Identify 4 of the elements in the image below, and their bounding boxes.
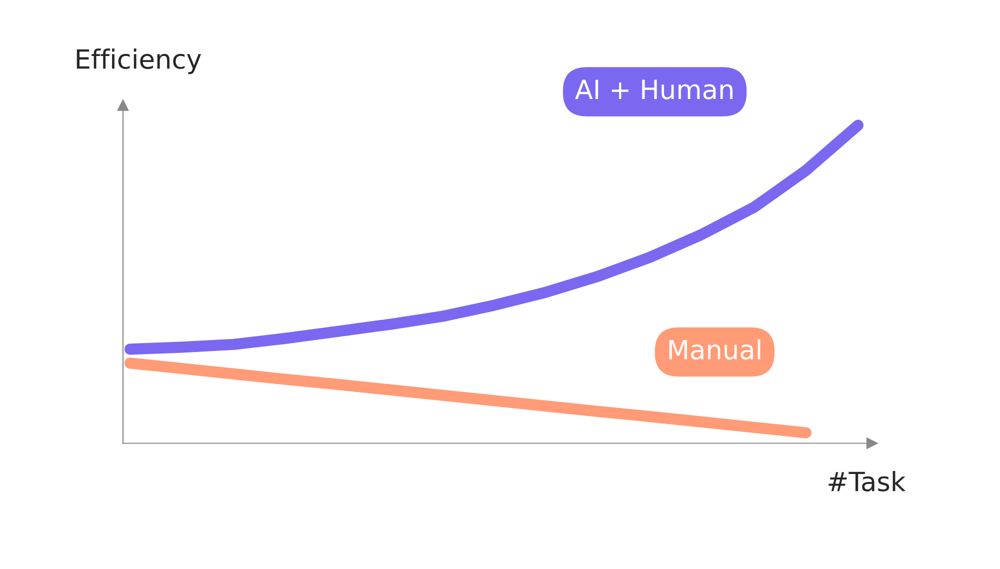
x-axis-title: #Task: [828, 471, 906, 492]
y-axis-title: Efficiency: [76, 48, 202, 74]
text: Manual: [669, 339, 760, 360]
text: AI + Human: [575, 80, 732, 100]
